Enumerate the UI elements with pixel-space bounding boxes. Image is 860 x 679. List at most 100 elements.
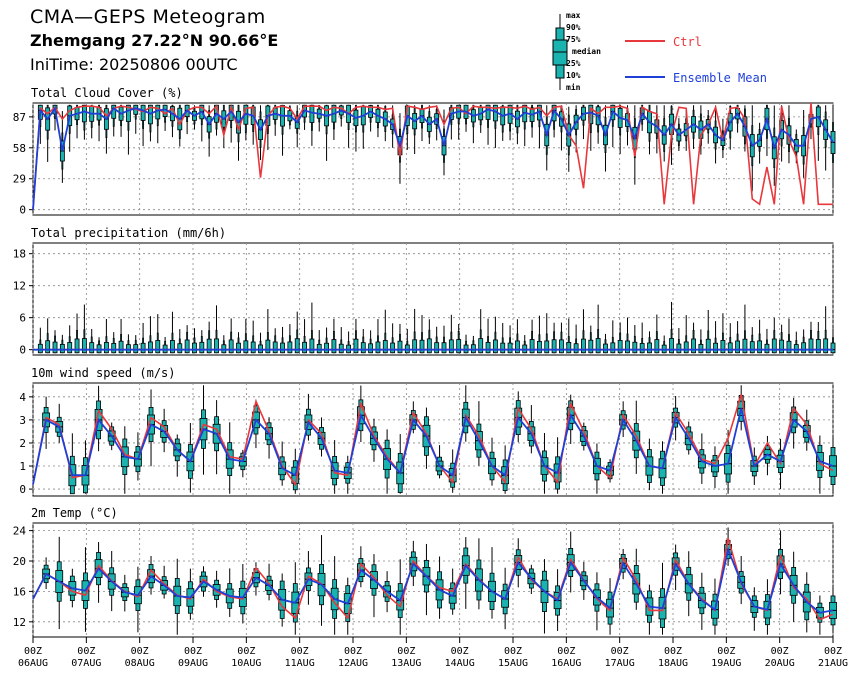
box-99 (757, 122, 763, 164)
ytick-label-1: 6 (19, 312, 26, 325)
box-33 (461, 385, 470, 442)
box-inner (243, 340, 249, 354)
ytick-label-0: 0 (19, 483, 26, 496)
xtick-time-5: 00Z (291, 646, 309, 657)
box-inner (67, 342, 73, 354)
box-106 (808, 321, 814, 354)
xtick-time-0: 00Z (24, 646, 42, 657)
panel-title-3: 2m Temp (°C) (31, 506, 118, 520)
box-38 (309, 302, 315, 354)
box-inner (192, 342, 197, 354)
box-inner (698, 343, 704, 354)
box-60 (470, 104, 476, 144)
box-inner (125, 104, 131, 122)
legend-text-0: Ctrl (673, 35, 702, 49)
box-16 (148, 316, 153, 354)
box-inner (309, 104, 315, 123)
box-40 (324, 104, 329, 161)
box-inner (757, 340, 763, 354)
panel-3: 12 16 20 24 (13, 522, 837, 638)
box-37 (302, 319, 307, 354)
box-inner (52, 341, 58, 354)
xtick-date-3: 09AUG (178, 658, 208, 669)
box-inner (118, 340, 124, 354)
box-7 (81, 104, 87, 140)
xtick-time-13: 00Z (717, 646, 735, 657)
box-39 (316, 105, 322, 132)
box-inner (280, 342, 285, 354)
panel-title-1: Total precipitation (mm/6h) (31, 226, 226, 240)
box-94 (720, 313, 726, 354)
box-inner (581, 338, 586, 354)
box-44 (353, 104, 359, 152)
box-inner (426, 338, 432, 354)
box-100 (764, 104, 770, 156)
box-inner (617, 340, 623, 354)
box-47 (375, 319, 381, 354)
box-39 (540, 559, 549, 634)
legend-label-6: min (566, 82, 581, 92)
box-inner (808, 338, 814, 354)
box-inner (507, 342, 513, 354)
panel-title-2: 10m wind speed (m/s) (31, 366, 176, 380)
box-44 (353, 318, 359, 354)
xtick-time-3: 00Z (184, 646, 202, 657)
legend-text-1: Ensemble Mean (673, 71, 767, 85)
panel-frame (32, 242, 834, 356)
box-inner (595, 338, 601, 354)
xtick-date-12: 18AUG (658, 658, 688, 669)
box-inner (155, 340, 161, 354)
box-inner (74, 338, 80, 354)
box-inner (632, 341, 638, 354)
box-67 (522, 104, 528, 147)
box-inner (228, 339, 234, 354)
box-inner (492, 339, 498, 354)
box-89 (683, 315, 689, 354)
box-15 (225, 568, 234, 618)
box-2 (45, 318, 51, 354)
ytick-label-4: 4 (19, 391, 26, 404)
box-36 (294, 105, 300, 148)
box-27 (228, 318, 234, 354)
box-inner (625, 340, 630, 354)
box-17 (155, 314, 161, 354)
panel-2: 0 1 2 3 4 (19, 382, 837, 497)
initime-label: IniTime: 20250806 00UTC (30, 55, 238, 74)
box-26 (370, 554, 378, 618)
box-74 (573, 324, 579, 354)
box-9 (96, 104, 102, 142)
box-21 (184, 325, 190, 354)
box-inner (705, 338, 711, 354)
box-58 (456, 104, 462, 140)
box-inner (793, 344, 799, 354)
ytick-label-2: 58 (13, 142, 26, 155)
box-108 (823, 105, 829, 171)
box-inner (551, 339, 557, 354)
box-inner (749, 341, 755, 354)
box-inner (544, 340, 550, 354)
xtick-date-9: 15AUG (498, 658, 528, 669)
xtick-time-15: 00Z (824, 646, 842, 657)
ytick-label-0: 0 (19, 204, 26, 217)
box-83 (639, 322, 645, 354)
box-inner (500, 342, 506, 354)
box-7 (120, 426, 129, 494)
box-inner (221, 344, 227, 354)
legend-label-2: 75% (566, 35, 581, 44)
box-inner (573, 343, 579, 354)
xtick-date-8: 14AUG (445, 658, 475, 669)
box-79 (610, 320, 616, 354)
box-inner (676, 343, 682, 354)
box-56 (441, 325, 447, 354)
box-inner (485, 341, 491, 354)
box-77 (595, 304, 601, 354)
box-inner (89, 342, 95, 354)
box-95 (727, 323, 733, 354)
xtick-time-8: 00Z (451, 646, 469, 657)
ctrl-line (32, 102, 833, 210)
box-30 (250, 320, 256, 354)
xtick-date-1: 07AUG (71, 658, 101, 669)
box-legend: max 90% 75% median 25% 10% min (552, 11, 601, 92)
box-61 (829, 436, 837, 494)
